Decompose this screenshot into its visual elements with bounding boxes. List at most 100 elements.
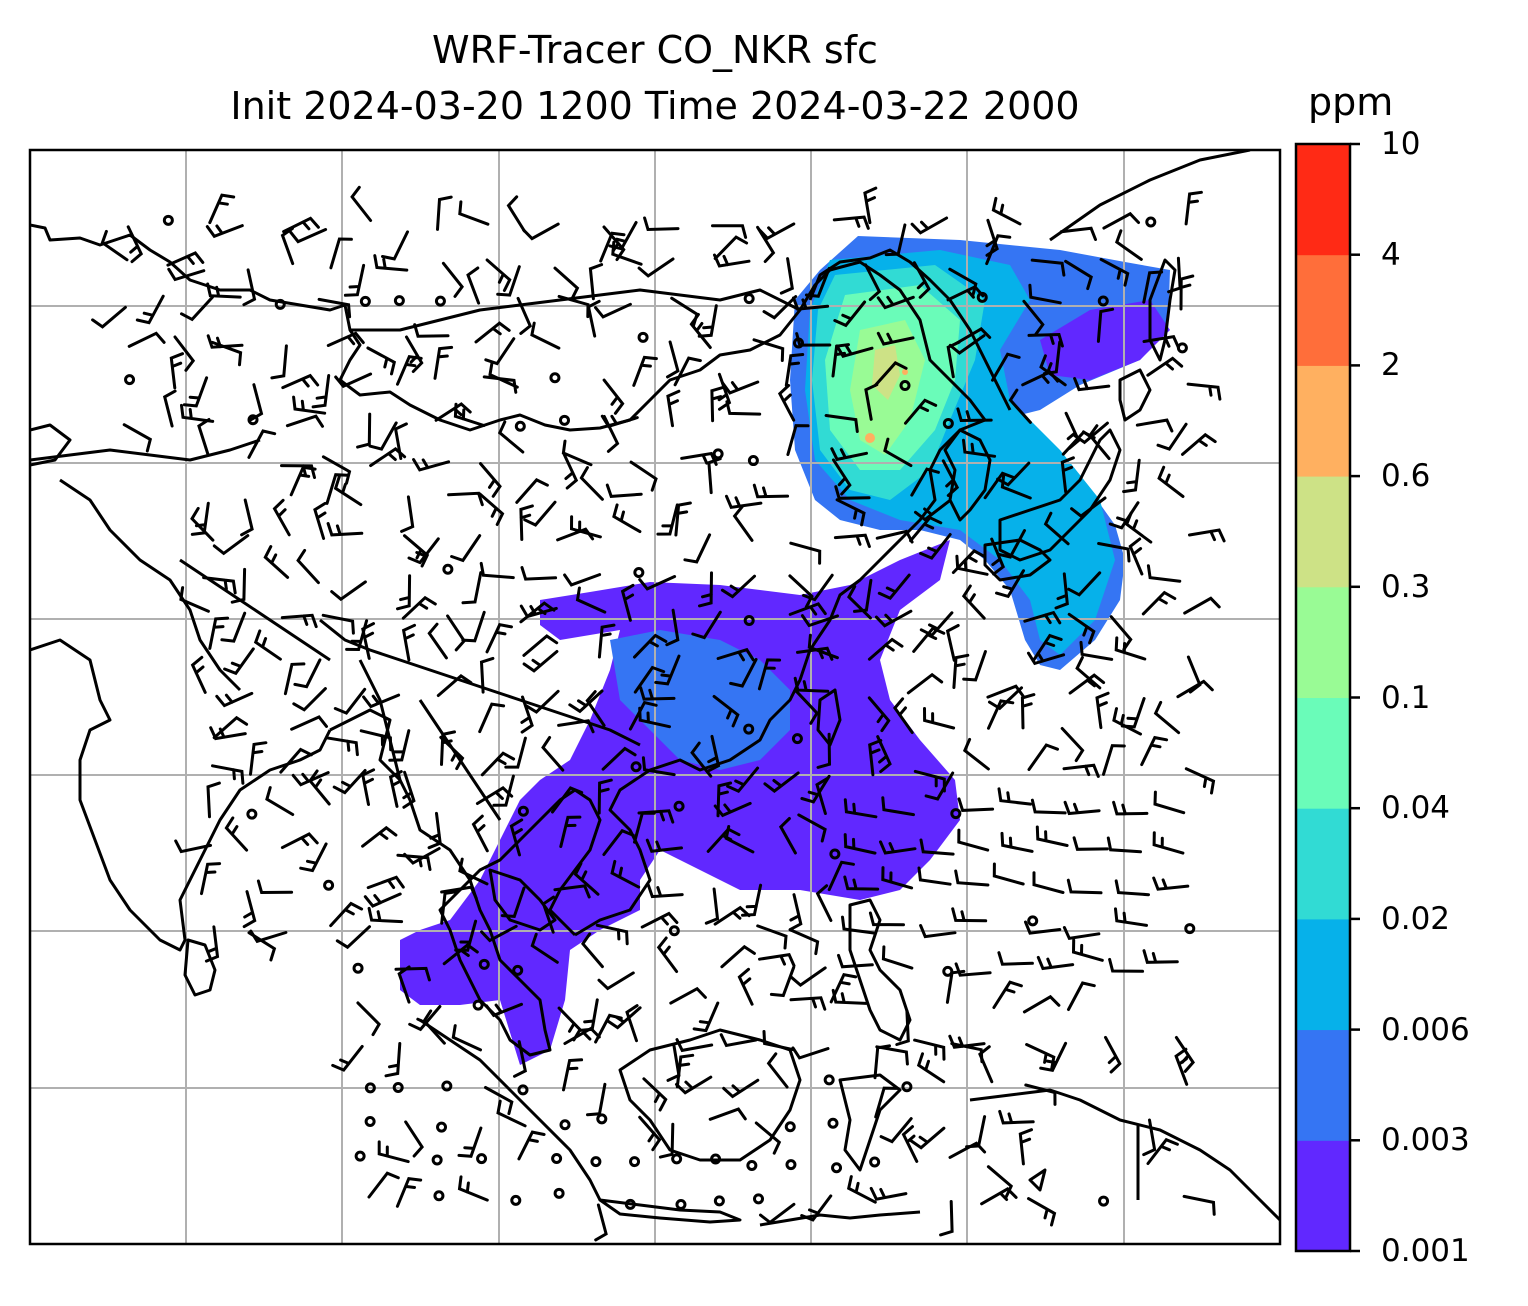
colorbar-unit: ppm bbox=[1308, 80, 1394, 124]
wind-calm-marker bbox=[753, 1193, 765, 1205]
coastline-sumatra bbox=[419, 1018, 602, 1201]
wind-barb bbox=[321, 455, 352, 485]
colorbar-tick-label: 0.02 bbox=[1381, 900, 1451, 937]
wind-barb bbox=[706, 734, 721, 773]
wind-barb bbox=[368, 421, 398, 451]
wind-barb bbox=[557, 719, 595, 734]
wind-barb bbox=[280, 227, 295, 266]
wind-calm-marker bbox=[829, 848, 841, 860]
colorbar-tick-label: 10 bbox=[1381, 126, 1421, 162]
wind-barb bbox=[675, 1075, 713, 1095]
wind-barb bbox=[362, 693, 401, 709]
wind-barb bbox=[485, 258, 512, 292]
wind-barb bbox=[795, 332, 832, 347]
coastline-taiwan bbox=[816, 688, 842, 747]
wind-barb bbox=[633, 665, 666, 694]
wind-calm-marker bbox=[476, 1153, 488, 1165]
wind-calm-marker bbox=[901, 1081, 913, 1093]
coastline-kamchatka bbox=[1049, 150, 1251, 242]
wind-barb bbox=[388, 729, 411, 762]
wind-barb bbox=[1062, 763, 1100, 778]
wind-barb bbox=[1030, 258, 1066, 277]
wind-barb bbox=[916, 1052, 946, 1084]
wind-barb bbox=[509, 818, 524, 857]
wind-barb bbox=[1096, 307, 1115, 343]
wind-calm-marker bbox=[747, 455, 759, 467]
wind-barb bbox=[1024, 920, 1062, 935]
wind-barb bbox=[725, 494, 763, 509]
wind-barb bbox=[762, 1030, 796, 1052]
wind-calm-marker bbox=[633, 567, 645, 579]
wind-barb bbox=[987, 699, 1015, 730]
wind-barb bbox=[707, 457, 722, 495]
wind-barb bbox=[988, 686, 1023, 711]
wind-barb bbox=[1088, 424, 1111, 460]
wind-barb bbox=[948, 1034, 986, 1049]
wind-barb bbox=[1067, 571, 1102, 597]
wind-barb bbox=[440, 730, 456, 766]
wind-barb bbox=[712, 694, 740, 728]
wind-calm-marker bbox=[436, 1121, 448, 1133]
wind-barb bbox=[530, 932, 559, 964]
wind-barb bbox=[208, 193, 236, 225]
wind-calm-marker bbox=[976, 291, 988, 303]
wind-barb bbox=[439, 735, 465, 771]
wind-barb bbox=[1018, 1128, 1033, 1166]
wind-barb bbox=[843, 833, 877, 855]
wind-barb bbox=[909, 515, 943, 543]
wind-barb bbox=[367, 906, 404, 924]
wind-barb bbox=[209, 726, 247, 741]
coastline-japan bbox=[998, 428, 1122, 562]
wind-calm-marker bbox=[354, 1150, 366, 1162]
wind-barb bbox=[293, 658, 322, 689]
colorbar-band bbox=[1296, 918, 1350, 1031]
wind-barb bbox=[832, 458, 852, 496]
wind-barb bbox=[524, 689, 560, 714]
wind-barb bbox=[212, 534, 250, 556]
wind-barb bbox=[843, 798, 878, 819]
wind-barb bbox=[563, 1026, 601, 1045]
wind-barb bbox=[875, 1045, 909, 1066]
wind-barb bbox=[948, 267, 978, 298]
wind-barb bbox=[1024, 1083, 1057, 1106]
wind-barb bbox=[457, 1126, 483, 1158]
wind-barb bbox=[1028, 283, 1062, 305]
wind-barb bbox=[961, 584, 986, 620]
wind-barb bbox=[864, 383, 879, 421]
wind-barb bbox=[433, 345, 454, 380]
coastline-sakhalin bbox=[1148, 258, 1177, 362]
wind-barb bbox=[1106, 836, 1142, 854]
wind-barb bbox=[779, 257, 794, 295]
coastline-lesser-sunda bbox=[759, 1210, 921, 1227]
wind-barb bbox=[1184, 767, 1216, 795]
wind-barb bbox=[666, 389, 681, 428]
wind-calm-marker bbox=[364, 1116, 376, 1128]
wind-calm-marker bbox=[352, 962, 364, 974]
wind-barb bbox=[675, 1038, 714, 1053]
wind-barb bbox=[945, 624, 960, 662]
map-frame bbox=[28, 148, 1282, 1246]
wind-barb bbox=[711, 224, 748, 239]
wind-calm-marker bbox=[510, 1194, 522, 1206]
wind-barb bbox=[485, 1002, 523, 1018]
wind-calm-marker bbox=[710, 1153, 722, 1165]
wind-barb bbox=[458, 200, 490, 226]
wind-barb bbox=[361, 622, 375, 660]
wind-barb bbox=[169, 352, 184, 390]
colorbar-frame bbox=[1294, 142, 1352, 1253]
wind-barb bbox=[517, 1130, 546, 1161]
wind-barb bbox=[247, 931, 277, 962]
wind-barb bbox=[427, 811, 442, 850]
wind-barb bbox=[641, 756, 676, 777]
wind-barb bbox=[299, 842, 328, 873]
wind-barb bbox=[451, 1024, 482, 1052]
wind-barb bbox=[412, 458, 451, 472]
wind-barb bbox=[575, 586, 607, 614]
wind-barb bbox=[166, 251, 205, 267]
wind-barb bbox=[1071, 938, 1104, 962]
wind-barb bbox=[800, 1194, 833, 1222]
wind-barb bbox=[948, 1141, 987, 1159]
wind-barb bbox=[646, 883, 684, 899]
wind-barb bbox=[422, 1009, 446, 1045]
wind-barb bbox=[807, 633, 839, 660]
